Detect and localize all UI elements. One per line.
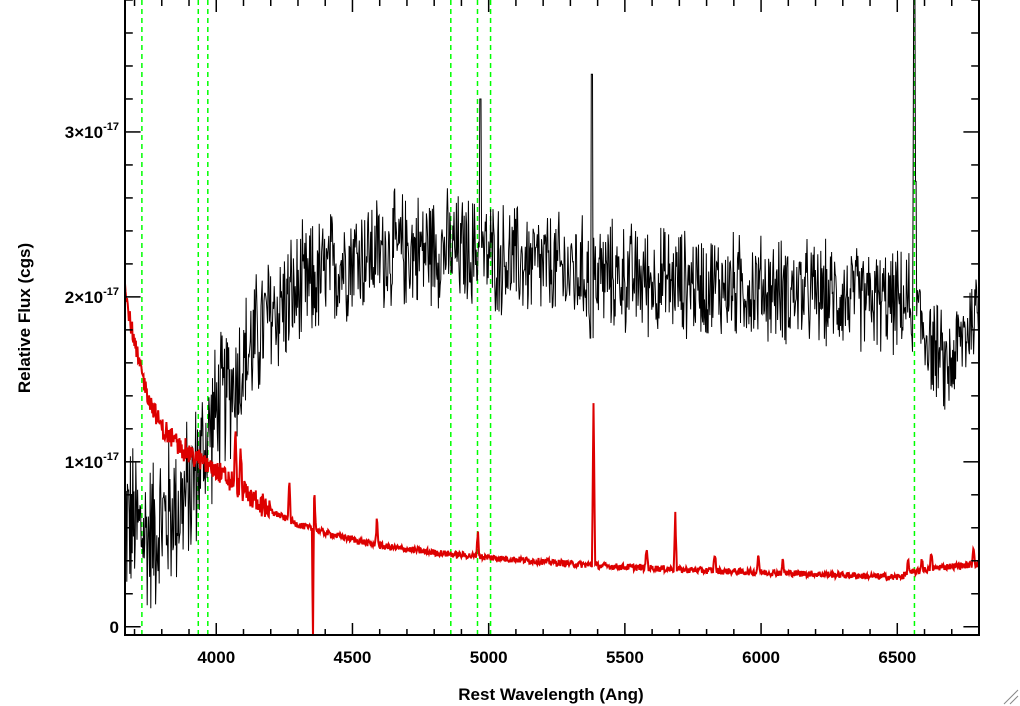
x-tick-label: 5500 — [606, 648, 644, 667]
y-tick-label: 3×10-17 — [65, 121, 119, 142]
resize-grip-icon[interactable] — [1003, 689, 1019, 705]
observed-spectrum-line — [125, 0, 979, 609]
line-markers — [141, 0, 916, 635]
axes — [124, 0, 980, 636]
x-axis-title: Rest Wavelength (Ang) — [458, 685, 643, 704]
x-tick-label: 4000 — [197, 648, 235, 667]
x-tick-label: 6000 — [742, 648, 780, 667]
model-spectrum-line — [125, 283, 979, 635]
x-tick-label: 6500 — [878, 648, 916, 667]
x-tick-label: 5000 — [470, 648, 508, 667]
plot-frame — [124, 0, 980, 636]
y-tick-label: 1×10-17 — [65, 451, 119, 472]
y-axis-title: Relative Flux (cgs) — [15, 243, 34, 393]
y-tick-label: 0 — [110, 618, 119, 637]
tick-labels: 4000 4500 5000 5500 6000 6500 0 1×10-17 2×10-17 3… — [65, 121, 916, 667]
tick-marks — [125, 0, 980, 635]
data-series — [125, 0, 979, 635]
x-tick-label: 4500 — [334, 648, 372, 667]
y-tick-label: 2×10-17 — [65, 286, 119, 307]
